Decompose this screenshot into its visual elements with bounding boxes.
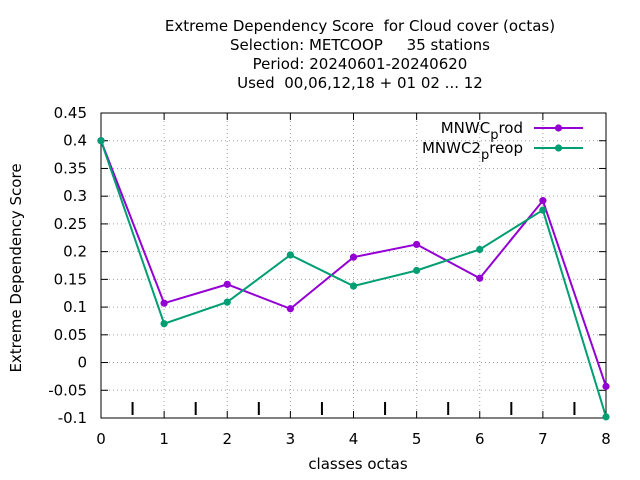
y-tick-label: 0.15	[54, 270, 87, 288]
chart-title-line-3: Period: 20240601-20240620	[252, 55, 468, 73]
data-point	[476, 245, 484, 254]
x-tick-label: 8	[601, 430, 611, 448]
legend-marker	[554, 144, 563, 152]
data-point	[286, 251, 294, 259]
legend-marker	[554, 124, 563, 132]
y-tick-label: 0.45	[54, 104, 87, 122]
x-axis-label: classes octas	[308, 455, 408, 473]
y-tick-label: -0.1	[58, 409, 87, 427]
data-point	[223, 280, 231, 288]
x-tick-label: 3	[286, 430, 296, 448]
x-tick-label: 1	[159, 430, 169, 448]
y-tick-label: 0.35	[54, 159, 87, 177]
y-tick-label: 0.1	[63, 298, 87, 316]
y-tick-label: -0.05	[48, 381, 87, 399]
data-point	[602, 413, 610, 421]
chart-title-line-1: Extreme Dependency Score for Cloud cover…	[164, 17, 556, 35]
x-tick-label: 6	[475, 430, 485, 448]
legend-label: MNWCprod	[441, 119, 523, 143]
y-tick-label: 0.05	[54, 326, 87, 344]
data-point	[223, 298, 231, 306]
data-point	[539, 197, 547, 205]
data-point	[539, 206, 547, 214]
x-tick-label: 0	[96, 430, 106, 448]
data-point	[349, 253, 358, 261]
data-point	[602, 382, 610, 390]
data-point	[476, 274, 484, 282]
y-tick-label: 0.25	[54, 215, 87, 233]
y-tick-label: 0.2	[63, 243, 87, 261]
data-point	[160, 320, 168, 328]
x-tick-label: 4	[349, 430, 359, 448]
y-tick-label: 0	[77, 354, 87, 372]
x-tick-label: 2	[222, 430, 232, 448]
data-point	[286, 305, 294, 313]
chart-title-line-4: Used 00,06,12,18 + 01 02 ... 12	[237, 74, 483, 92]
chart-title-line-2: Selection: METCOOP 35 stations	[230, 36, 490, 54]
y-tick-label: 0.3	[63, 187, 87, 205]
data-point	[413, 266, 421, 275]
data-point	[413, 240, 421, 249]
series-line-mnwc2-preop	[100, 140, 607, 418]
y-tick-label: 0.4	[63, 132, 87, 150]
legend-label: MNWC2preop	[422, 139, 523, 163]
data-point	[349, 282, 358, 290]
x-tick-label: 7	[538, 430, 548, 448]
x-tick-label: 5	[412, 430, 422, 448]
data-point	[97, 137, 105, 145]
data-point	[160, 299, 168, 307]
